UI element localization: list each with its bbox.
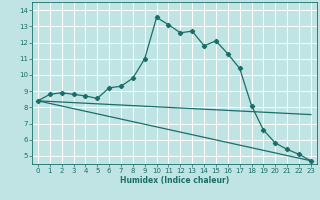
X-axis label: Humidex (Indice chaleur): Humidex (Indice chaleur)	[120, 176, 229, 185]
